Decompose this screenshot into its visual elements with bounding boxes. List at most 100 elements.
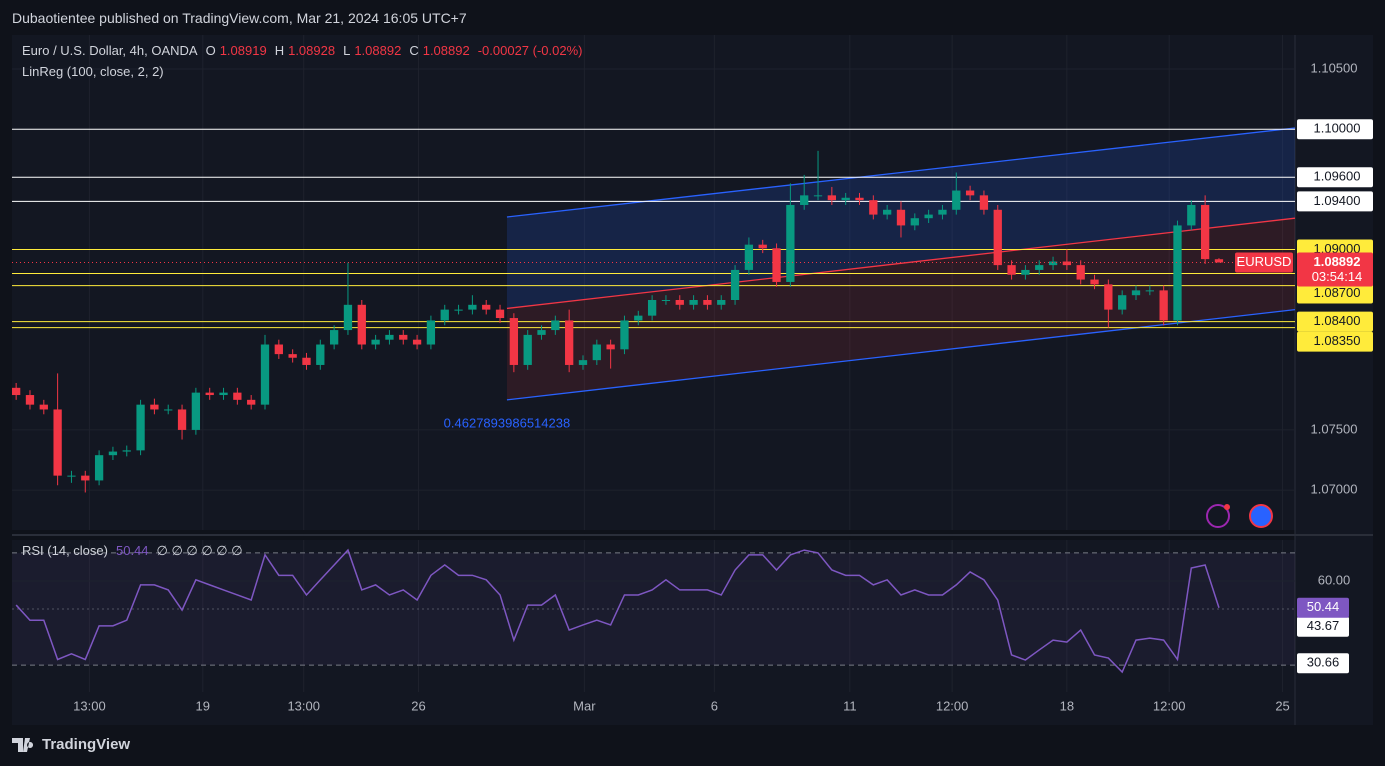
price-tag [1297,252,1373,287]
rsi-scale-box [1297,653,1349,674]
rsi-value-box [1297,597,1349,618]
channel-annotation: 0.4627893986514238 [444,415,571,430]
rsi-extra: ∅ ∅ ∅ ∅ ∅ ∅ [156,543,243,558]
linreg-legend: LinReg (100, close, 2, 2) [22,64,164,79]
candle-body [412,339,422,345]
x-tick-label: 11 [843,698,857,713]
candle-body [288,354,297,358]
flag-icon[interactable] [1249,504,1273,528]
candle-body [108,451,118,456]
level-label: 1.09000 [1314,241,1361,256]
candle-body [1007,265,1016,275]
ohlc-label: L [343,43,351,58]
candle-body [53,409,62,476]
candle-body [1187,204,1196,226]
candle-body [883,209,892,215]
candle-body [523,334,532,365]
channel-mid [506,217,1296,310]
x-tick-label: 13:00 [73,698,106,713]
candle-body [869,200,878,215]
symbol-label: EURUSD [1237,254,1292,269]
x-tick-label: 12:00 [1153,698,1186,713]
x-tick-label: 12:00 [936,698,969,713]
legend: Euro / U.S. Dollar, 4h, OANDA O 1.08919 H 1.… [22,43,583,58]
candle-body [205,392,214,396]
candle-body [744,244,754,270]
candle-body [896,209,906,226]
rsi-scale-label: 30.66 [1307,655,1340,670]
candle-body [730,269,740,301]
brand: TradingView [42,736,131,753]
x-tick-label: 26 [411,698,425,713]
x-tick-label: 6 [711,698,718,713]
candle-body [661,300,671,302]
candle-body [1159,290,1168,321]
candle-body [247,399,256,405]
symbol-tag [1235,252,1293,273]
candle-body [772,248,781,282]
candle-body [855,197,864,201]
x-tick-label: 19 [196,698,210,713]
candle-body [440,309,449,321]
candle-body [551,320,560,331]
candle-body [371,339,380,345]
candle-body [703,300,712,305]
rsi-scale-label: 43.67 [1307,618,1340,633]
candle-body [164,409,173,411]
ohlc-label: O [205,43,216,58]
candle-body [12,387,21,396]
candle-body [1076,265,1085,280]
candle-body [81,475,90,481]
rsi-legend: RSI (14, close) 50.44 ∅ ∅ ∅ ∅ ∅ ∅ [22,543,243,559]
candle-body [1131,290,1141,296]
candle-body [426,320,436,345]
candle-body [1200,204,1210,260]
candle-body [1173,225,1182,321]
candle-body [509,318,519,365]
candle-body [565,320,574,365]
level-label: 1.10000 [1314,121,1361,136]
candle-body [454,309,463,311]
candle-body [841,197,850,201]
candle-body [758,244,767,249]
candle-body [94,455,104,481]
level-label-box [1297,167,1373,188]
rsi-line [15,548,1220,674]
level-label: 1.09400 [1314,193,1361,208]
ohlc-value: 1.08928 [288,43,336,58]
candle-body [578,360,588,365]
candle-body [316,344,325,365]
candle-body [786,204,795,282]
candle-body [717,300,726,305]
candle-body [800,195,809,205]
candle-body [495,309,505,319]
ohlc-label: C [409,43,419,58]
x-tick-label: Mar [573,698,596,713]
candle-body [191,392,201,430]
level-label: 1.09600 [1314,169,1361,184]
candle-body [399,334,408,340]
rsi-scale-box [1297,616,1349,637]
level-label: 1.08700 [1314,285,1361,300]
alert-icon[interactable] [1206,504,1230,528]
candle-body [938,209,947,215]
y-tick-label: 1.07500 [1311,421,1358,436]
publisher: Dubaotientee published on TradingView.co… [12,10,467,26]
candle-body [233,392,242,400]
level-label-box [1297,311,1373,332]
candle-body [67,475,76,477]
level-label-box [1297,331,1373,352]
candle-body [1048,261,1058,266]
candle-body [1118,295,1127,310]
candle-body [274,344,283,355]
candle-body [1104,284,1113,310]
rsi-pane [12,540,1295,692]
change: -0.00027 (-0.02%) [477,43,583,58]
candle-body [177,409,187,430]
ohlc-value: 1.08892 [422,43,470,58]
rsi-name: RSI (14, close) [22,543,108,558]
candle-body [219,392,228,396]
candle-body [965,190,975,196]
level-label: 1.08350 [1314,333,1361,348]
ohlc-value: 1.08919 [219,43,267,58]
